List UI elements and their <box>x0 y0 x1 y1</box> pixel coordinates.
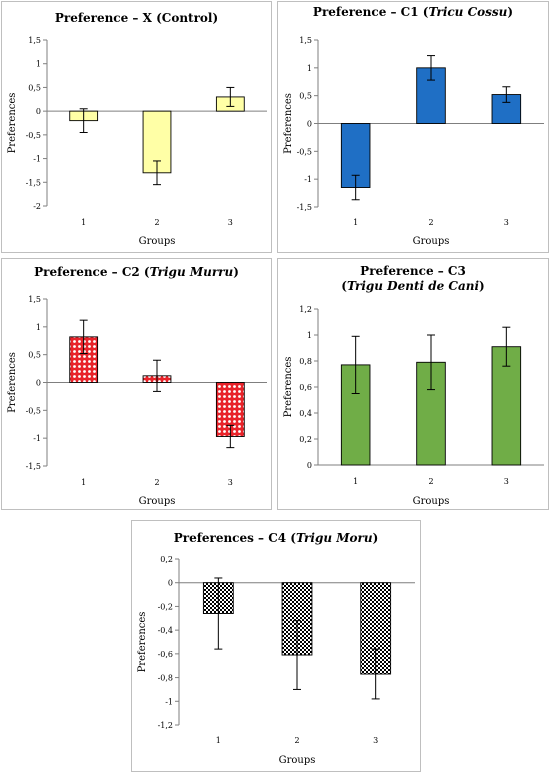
y-tick-label: 1,5 <box>28 295 41 304</box>
chart-title-italic: Trigu Murru <box>149 265 234 279</box>
y-tick-label: -1 <box>165 697 173 706</box>
y-tick-label: 1 <box>307 331 312 340</box>
chart-title-text-end: ) <box>372 531 379 545</box>
chart-svg: -2 -1,5 -1 -0,5 0 0,5 1 1,5 1 2 3 Groups Preferences <box>7 36 267 247</box>
chart-panel-c2: Preference – C2 (Trigu Murru) -1,5 -1 -0,5… <box>1 258 272 510</box>
y-tick-label: 0 <box>307 461 312 470</box>
chart-title: Preference – C1 (Tricu Cossu) <box>278 5 548 20</box>
y-tick-label: 1,2 <box>299 305 312 314</box>
chart-panel-control: Preference – X (Control) -2 -1,5 -1 -0,5 0 0,… <box>1 1 272 253</box>
y-tick-label: 1,5 <box>299 36 312 45</box>
y-tick-label: 0,4 <box>299 409 312 418</box>
chart-title-text: Preference – C1 ( <box>312 5 429 19</box>
y-tick-label: -1 <box>33 155 41 164</box>
y-tick-label: 0,2 <box>160 555 173 564</box>
y-tick-label: -0,6 <box>158 650 173 659</box>
chart-title-paren-close: ) <box>479 279 485 293</box>
x-tick-label: 2 <box>294 736 299 745</box>
chart-title: Preference – C2 (Trigu Murru) <box>2 265 271 280</box>
y-tick-label: -0,5 <box>26 131 41 140</box>
y-axis-title: Preferences <box>283 357 294 418</box>
chart-title-text: Preference – X (Control) <box>54 11 219 25</box>
x-tick-label: 2 <box>154 478 159 487</box>
x-axis-title: Groups <box>139 236 176 247</box>
y-tick-label: -0,5 <box>297 147 312 156</box>
y-tick-label: -1,5 <box>26 462 41 471</box>
x-tick-label: 2 <box>428 218 433 227</box>
x-axis-title: Groups <box>413 496 450 507</box>
y-tick-label: 0,5 <box>28 83 41 92</box>
y-tick-label: -0,4 <box>158 626 173 635</box>
y-tick-label: -0,2 <box>158 602 173 611</box>
chart-title-italic: Trigu Moru <box>296 531 373 545</box>
y-tick-label: 1 <box>36 323 41 332</box>
y-tick-label: 0,5 <box>299 92 312 101</box>
chart-svg: 0 0,2 0,4 0,6 0,8 1 1,2 1 2 3 Groups Preferences <box>283 305 544 507</box>
chart-title: Preferences – C4 (Trigu Moru) <box>132 531 420 546</box>
chart-title-italic: Tricu Cossu <box>428 5 508 19</box>
y-tick-label: -2 <box>33 202 41 211</box>
y-tick-label: 0,8 <box>299 357 312 366</box>
y-tick-label: 0,2 <box>299 435 312 444</box>
y-tick-label: 0,5 <box>28 351 41 360</box>
y-tick-label: -1,5 <box>297 203 312 212</box>
x-tick-label: 1 <box>81 218 86 227</box>
y-tick-label: 1 <box>307 64 312 73</box>
y-tick-label: -0,8 <box>158 674 173 683</box>
y-tick-label: 1,5 <box>28 36 41 45</box>
y-tick-label: 0 <box>36 107 41 116</box>
chart-title: Preference – X (Control) <box>2 11 271 26</box>
y-tick-label: 0 <box>168 579 173 588</box>
chart-title-italic: Trigu Denti de Cani <box>346 279 480 293</box>
x-axis-title: Groups <box>279 755 316 766</box>
chart-panel-c4: Preferences – C4 (Trigu Moru) -1,2 -1 -0,8… <box>131 520 421 772</box>
x-tick-label: 3 <box>228 478 233 487</box>
chart-svg: -1,2 -1 -0,8 -0,6 -0,4 -0,2 0 0,2 1 2 3 Groups Prefe… <box>137 555 415 766</box>
x-tick-label: 3 <box>504 218 509 227</box>
chart-title-text-end: ) <box>233 265 239 279</box>
x-tick-label: 2 <box>428 477 433 486</box>
chart-title-line1: Preference – C3 <box>278 264 548 279</box>
x-tick-label: 2 <box>154 218 159 227</box>
y-tick-label: 0,6 <box>299 383 312 392</box>
chart-svg: -1,5 -1 -0,5 0 0,5 1 1,5 1 2 3 Groups Preferences <box>7 295 267 507</box>
y-tick-label: 1 <box>36 60 41 69</box>
chart-title-line2: (Trigu Denti de Cani) <box>278 279 548 294</box>
chart-svg: -1,5 -1 -0,5 0 0,5 1 1,5 1 2 3 Groups Preferences <box>283 36 544 247</box>
x-tick-label: 1 <box>216 736 221 745</box>
x-tick-label: 3 <box>228 218 233 227</box>
x-axis-title: Groups <box>413 236 450 247</box>
x-tick-label: 3 <box>373 736 378 745</box>
y-axis-title: Preferences <box>137 612 148 673</box>
chart-title-text-end: ) <box>507 5 514 19</box>
chart-title-paren-open: ( <box>341 279 347 293</box>
y-tick-label: -1 <box>304 175 312 184</box>
y-tick-label: -1,5 <box>26 178 41 187</box>
x-tick-label: 3 <box>504 477 509 486</box>
chart-panel-c1: Preference – C1 (Tricu Cossu) -1,5 -1 -0,5… <box>277 1 549 253</box>
y-tick-label: -1 <box>33 434 41 443</box>
y-tick-label: 0 <box>36 379 41 388</box>
y-axis-title: Preferences <box>7 352 18 413</box>
y-tick-label: -0,5 <box>26 406 41 415</box>
y-tick-label: 0 <box>307 120 312 129</box>
y-tick-label: -1,2 <box>158 721 173 730</box>
y-axis-title: Preferences <box>283 93 294 154</box>
x-tick-label: 1 <box>353 218 358 227</box>
x-axis-title: Groups <box>139 496 176 507</box>
chart-title: Preference – C3 (Trigu Denti de Cani) <box>278 264 548 294</box>
y-axis-title: Preferences <box>7 93 18 154</box>
x-tick-label: 1 <box>353 477 358 486</box>
chart-title-text: Preferences – C4 ( <box>173 531 296 545</box>
x-tick-label: 1 <box>81 478 86 487</box>
chart-title-text: Preference – C2 ( <box>34 265 150 279</box>
chart-title-text: Preference – C3 <box>360 264 466 278</box>
